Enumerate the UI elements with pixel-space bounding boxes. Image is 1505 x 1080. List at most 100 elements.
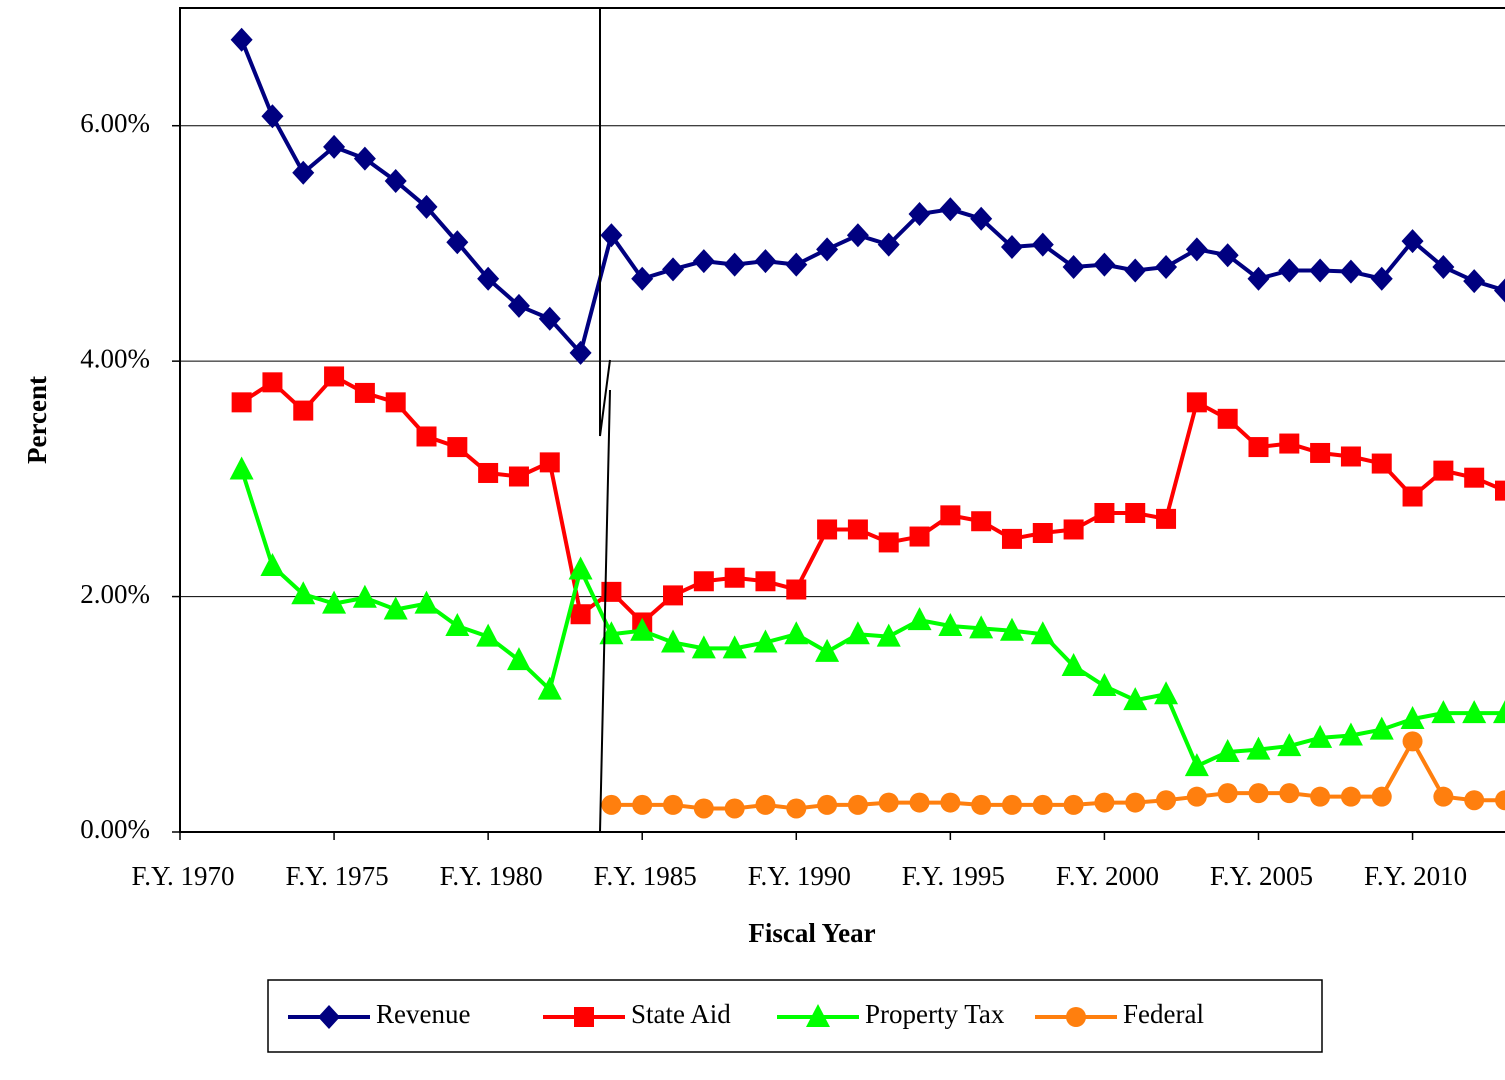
marker [1371,453,1392,474]
marker [324,366,345,387]
marker [445,613,470,636]
marker [938,613,963,636]
plot-frame [179,7,1505,833]
series-line [240,374,1505,625]
marker [1186,392,1207,413]
y-tick-label: 4.00% [80,343,150,373]
marker [970,206,993,231]
y-axis-title: Percent [22,376,52,464]
marker [1246,736,1271,760]
marker [969,615,994,639]
marker [506,647,531,671]
marker [230,27,253,52]
marker [1094,792,1115,813]
legend-label: Revenue [376,999,470,1029]
marker [1495,480,1505,501]
marker [663,585,684,606]
marker [786,798,807,819]
marker [1310,786,1331,807]
marker [755,571,776,592]
marker [847,794,868,815]
marker [1031,232,1054,257]
marker [1062,254,1085,279]
x-tick-label: F.Y. 1990 [748,861,851,891]
marker [724,798,745,819]
y-tick-label: 2.00% [80,579,150,609]
marker [416,426,437,447]
marker [293,400,314,421]
marker [1371,786,1392,807]
marker [909,526,930,547]
marker [1124,258,1147,283]
marker [1277,733,1302,757]
marker [1063,519,1084,540]
marker [971,511,992,532]
marker [877,232,900,257]
marker [1370,266,1393,291]
marker [323,134,346,159]
marker [1155,254,1178,279]
marker [568,556,593,580]
marker [318,1005,340,1029]
marker [352,584,377,608]
marker [1310,442,1331,463]
marker [1308,724,1333,748]
marker [1154,681,1179,705]
marker [693,571,714,592]
marker [1094,502,1115,523]
series-line [611,739,1505,811]
marker [446,230,469,255]
marker [292,160,315,185]
marker [876,623,901,647]
marker [806,1004,830,1027]
x-tick-label: F.Y. 2010 [1364,861,1467,891]
marker [1463,269,1486,294]
marker [231,392,252,413]
marker [661,629,686,653]
marker [1125,502,1146,523]
x-tick-label: F.Y. 1995 [902,861,1005,891]
marker [1066,1007,1086,1027]
axis-break [599,8,611,833]
marker [1000,234,1023,259]
marker [1493,700,1505,724]
x-tick-label: F.Y. 2005 [1210,861,1313,891]
marker [538,306,561,331]
grid [180,125,1505,833]
marker [1186,786,1207,807]
marker [722,635,747,659]
marker [1123,687,1148,711]
marker [385,392,406,413]
marker [1001,794,1022,815]
marker [353,146,376,171]
marker [755,794,776,815]
marker [691,635,716,659]
x-tick-label: F.Y. 2000 [1056,861,1159,891]
marker [600,223,623,248]
marker [999,617,1024,641]
marker [1400,705,1425,729]
marker [907,607,932,631]
marker [1432,254,1455,279]
marker [384,169,407,194]
legend: Revenue State Aid Property Tax Federal [288,999,1204,1029]
x-tick-label: F.Y. 1985 [594,861,697,891]
marker [1433,460,1454,481]
marker [1032,523,1053,544]
marker [478,462,499,483]
marker [354,382,375,403]
marker [1279,433,1300,454]
marker [601,794,622,815]
marker [414,590,439,614]
legend-label: State Aid [631,999,731,1029]
marker [1032,794,1053,815]
marker [1401,229,1424,254]
marker [1215,738,1240,762]
marker [574,1007,594,1027]
marker [1184,753,1209,777]
marker [1494,278,1505,303]
marker [507,293,530,318]
x-tick-label: F.Y. 1970 [131,861,234,891]
series-line [239,39,1505,355]
x-tick-label: F.Y. 1975 [286,861,389,891]
